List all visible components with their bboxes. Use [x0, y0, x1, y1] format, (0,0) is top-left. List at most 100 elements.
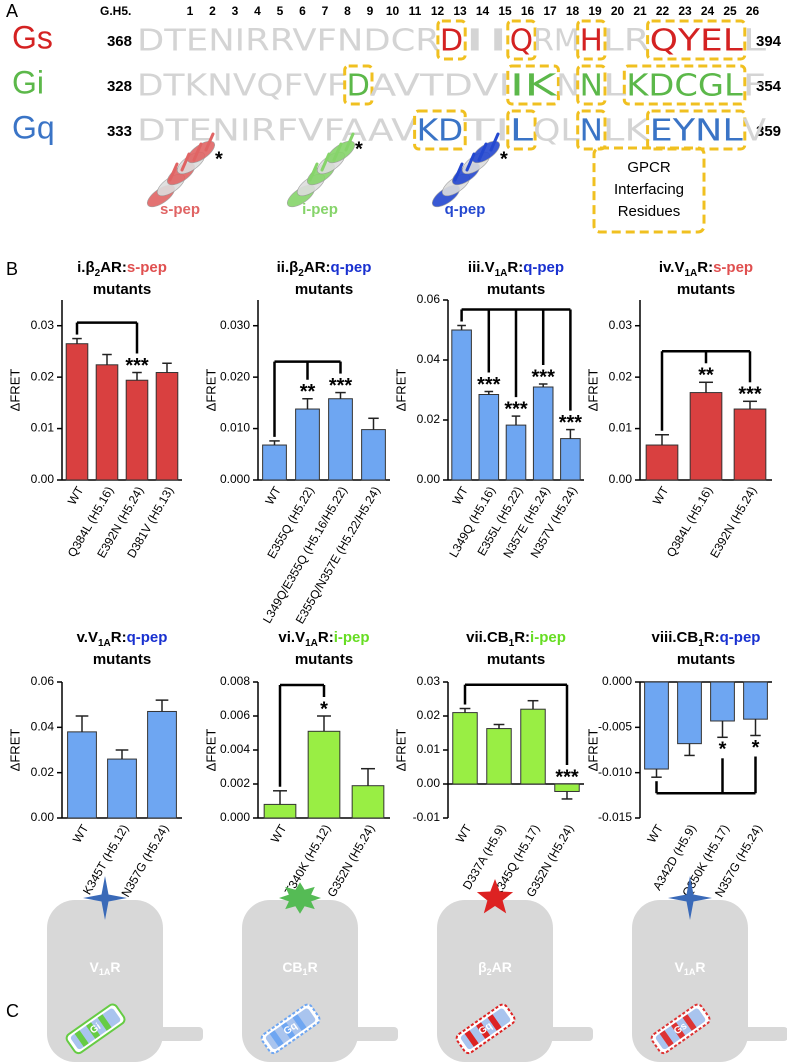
y-axis-label: ΔFRET [7, 369, 22, 412]
error-bar [368, 417, 379, 430]
y-tick-label: -0.015 [598, 810, 632, 824]
rich-text: vii.CB1R:i-pep [466, 629, 566, 649]
interface-box [576, 109, 607, 151]
error-bar [302, 397, 313, 410]
receptor-body [47, 900, 163, 1062]
row-name: Gs [12, 19, 53, 55]
error-bar [132, 371, 142, 381]
header-label: G.H5. [100, 4, 131, 18]
text-part: q-pep [720, 629, 761, 646]
x-tick-label: WT [644, 822, 666, 846]
rich-text: β2AR [478, 959, 512, 978]
header-label: 12 [431, 4, 445, 18]
error-bar [155, 699, 169, 712]
side-chain [180, 152, 191, 172]
y-tick-label: 0.02 [417, 412, 441, 426]
text-part: R: [507, 259, 523, 276]
y-tick-label: 0.008 [220, 674, 250, 688]
significance: * [752, 737, 760, 759]
rich-text: ii.β2AR:q-pep [277, 259, 372, 279]
text-part: q-pep [331, 259, 372, 276]
rich-text: CB1R [282, 959, 317, 978]
y-tick-label: 0.00 [417, 776, 441, 790]
significance: *** [532, 366, 556, 388]
header-label: 24 [701, 4, 715, 18]
bracket [463, 683, 569, 765]
header-label: 13 [453, 4, 467, 18]
y-tick-label: 0.01 [417, 742, 441, 756]
error-bar [538, 383, 548, 387]
bar [263, 803, 297, 819]
rich-text: i.β2AR:s-pep [77, 259, 167, 279]
legend-box [592, 146, 706, 234]
chart-subtitle: mutants [677, 651, 735, 668]
residues: IK [510, 69, 559, 104]
bracket [460, 308, 572, 411]
peptide-stripe [671, 1022, 686, 1039]
side-chain [344, 132, 355, 152]
interface-box [506, 109, 537, 151]
y-tick-label: 0.00 [417, 472, 441, 486]
text-part: 1 [698, 638, 704, 649]
bar [328, 398, 353, 481]
row-name: Gq [12, 109, 55, 145]
error-bar [273, 790, 287, 805]
text-part: ii.β [277, 259, 299, 276]
x-tick-label: WT [453, 822, 475, 846]
text-part: vi.V [278, 629, 305, 646]
significance: *** [125, 355, 149, 377]
header-label: 25 [723, 4, 737, 18]
error-bar [317, 715, 331, 732]
text-part: CB [282, 959, 302, 975]
header-label: 20 [611, 4, 625, 18]
text-part: vii.CB [466, 629, 509, 646]
bar [361, 429, 386, 481]
text-part: 1 [509, 638, 515, 649]
rich-text: iii.V1AR:q-pep [468, 259, 564, 279]
residues: DTKNVQFVF [137, 69, 347, 104]
bar [295, 408, 320, 481]
significance: * [320, 698, 328, 720]
bar [147, 710, 177, 819]
peptide-label: q-pep [445, 201, 486, 218]
y-tick-label: 0.01 [31, 421, 55, 435]
x-tick-label: WT [262, 484, 284, 508]
receptor-body [242, 900, 358, 1062]
chart-subtitle: mutants [93, 281, 151, 298]
error-bar [717, 720, 728, 739]
bar [351, 785, 385, 819]
y-tick-label: 0.030 [220, 318, 250, 332]
interface-box [506, 19, 537, 61]
side-chain [332, 142, 343, 162]
bar [505, 424, 527, 481]
y-axis-label: ΔFRET [393, 369, 408, 412]
row-start: 333 [107, 123, 132, 140]
error-bar [102, 353, 112, 365]
text-part: v.V [77, 629, 98, 646]
bar [486, 728, 512, 785]
text-part: q-pep [127, 629, 168, 646]
y-axis-label: ΔFRET [203, 729, 218, 772]
residues: RM [533, 24, 580, 59]
text-part: 2 [95, 268, 101, 279]
side-chain [453, 162, 464, 182]
text-part: 1A [684, 268, 697, 279]
bar [262, 444, 287, 481]
significance: *** [504, 398, 528, 420]
text-part: R: [318, 629, 334, 646]
interface-box [646, 109, 747, 151]
y-tick-label: 0.04 [31, 720, 55, 734]
ligand-marker [668, 876, 712, 920]
y-axis-label: ΔFRET [585, 369, 600, 412]
side-chain [465, 152, 476, 172]
error-bar [269, 440, 280, 446]
peptide-stripe [281, 1022, 296, 1039]
bar [95, 364, 119, 481]
header-label: 18 [566, 4, 580, 18]
bracket [75, 321, 139, 354]
text-part: i.β [77, 259, 95, 276]
significance: *** [555, 766, 579, 788]
significance: ** [300, 381, 316, 403]
rich-text: V1AR [675, 959, 706, 978]
